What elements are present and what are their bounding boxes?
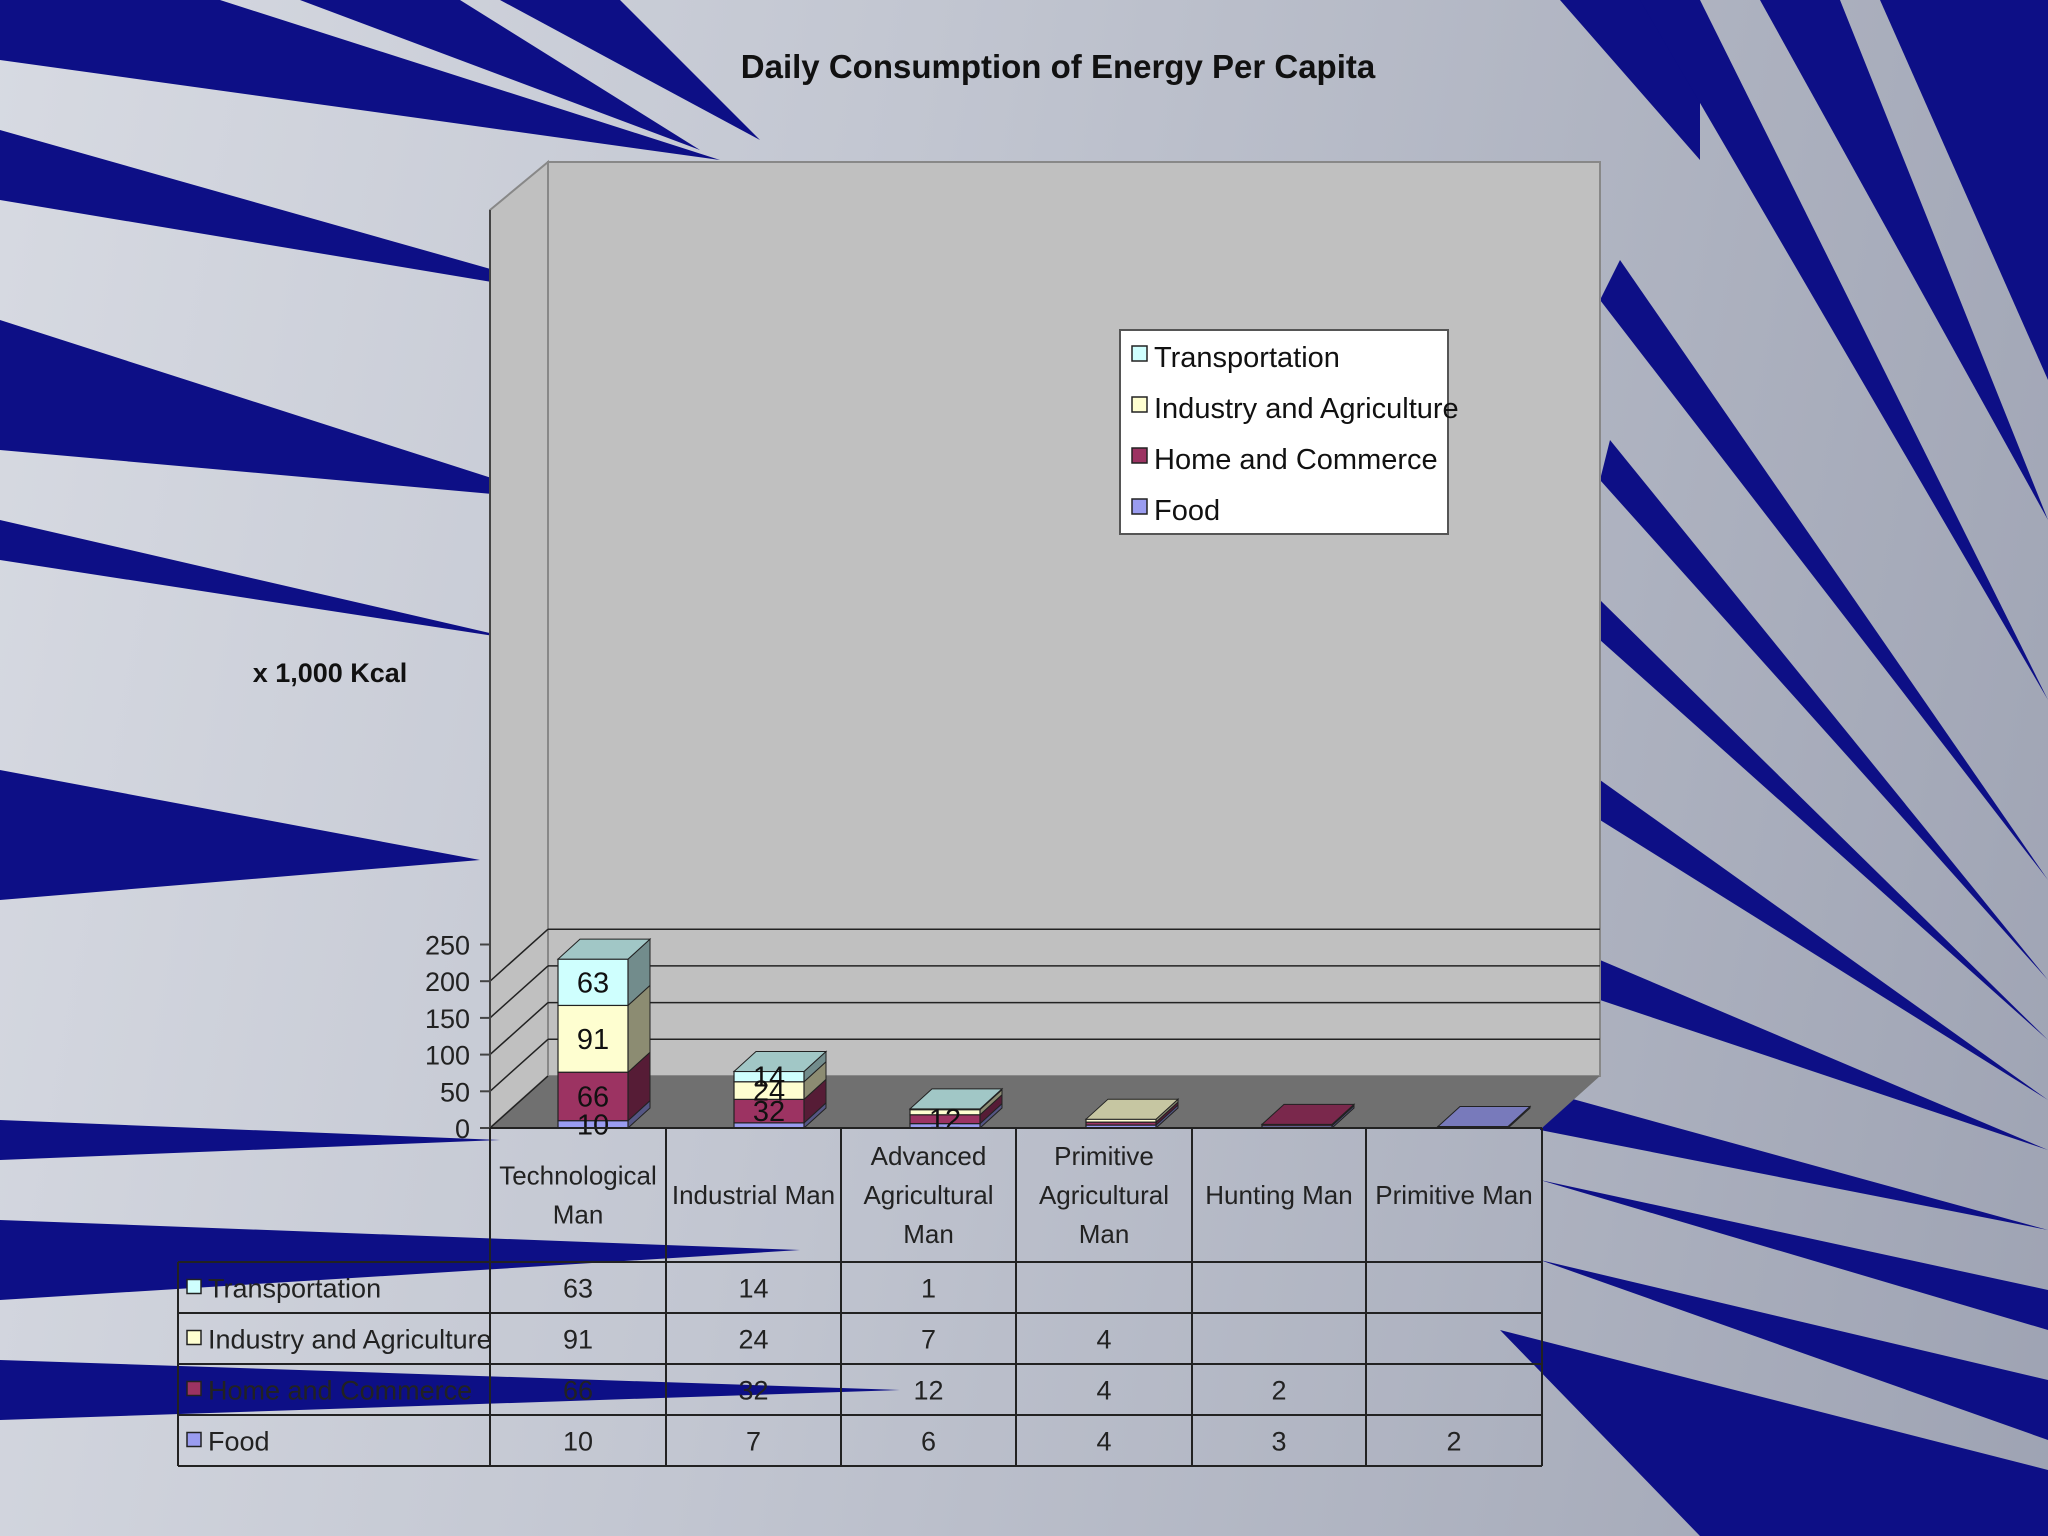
table-cell: 24 [738, 1325, 768, 1355]
table-row-label: Home and Commerce [208, 1376, 472, 1406]
table-row-swatch [186, 1278, 202, 1295]
data-label: 14 [753, 1062, 785, 1094]
bar-segment [556, 938, 652, 1007]
category-label: Advanced Agricultural Man [863, 1141, 993, 1249]
table-cell: 2 [1271, 1376, 1286, 1406]
category-label: Industrial Man [672, 1180, 835, 1210]
legend-entry: Transportation [1131, 342, 1340, 374]
data-label: 91 [577, 1024, 609, 1056]
legend-swatch [1131, 396, 1148, 413]
category-label: Primitive Agricultural Man [1039, 1141, 1169, 1249]
table-row-label: Transportation [208, 1274, 381, 1304]
gridlines [489, 928, 1600, 1129]
y-axis-label: x 1,000 Kcal [253, 658, 408, 688]
legend-box [1119, 329, 1449, 535]
table-row-label: Industry and Agriculture [208, 1325, 492, 1355]
table-row: Transportation 63 14 1 [186, 1274, 936, 1304]
gridline-side [489, 965, 549, 1019]
table-row-swatch [186, 1431, 202, 1448]
table-row: Home and Commerce 66 32 12 4 2 [186, 1376, 1287, 1406]
table-row-swatch [186, 1329, 202, 1346]
gridline-side [489, 1075, 549, 1129]
chart-title: Daily Consumption of Energy Per Capita [741, 48, 1376, 85]
data-label: 24 [753, 1076, 785, 1108]
legend-label: Transportation [1154, 342, 1340, 374]
table-cell: 2 [1446, 1427, 1461, 1457]
category-label: Primitive Man [1375, 1180, 1532, 1210]
table-cell: 91 [563, 1325, 593, 1355]
gridline-side [489, 1002, 549, 1056]
table-cell: 66 [563, 1376, 593, 1406]
gridline-side [489, 1038, 549, 1092]
legend-entry: Food [1131, 495, 1220, 527]
data-label: 12 [929, 1104, 961, 1136]
legend-label: Home and Commerce [1154, 444, 1438, 476]
table-cell: 7 [746, 1427, 761, 1457]
legend: Transportation Industry and Agriculture Ho… [1119, 329, 1459, 535]
legend-label: Food [1154, 495, 1220, 527]
data-label: 66 [577, 1081, 609, 1113]
legend-label: Industry and Agriculture [1154, 393, 1459, 425]
y-tick-label: 50 [440, 1077, 470, 1107]
table-cell: 12 [913, 1376, 943, 1406]
bar-segment [1260, 1103, 1356, 1127]
table-cell: 7 [921, 1325, 936, 1355]
table-cell: 1 [921, 1274, 936, 1304]
legend-swatch [1131, 345, 1148, 362]
table-row: Food 10 7 6 4 3 2 [186, 1427, 1462, 1457]
table-cell: 4 [1096, 1427, 1111, 1457]
table-row: Industry and Agriculture 91 24 7 4 [186, 1325, 1112, 1355]
y-tick-label: 250 [425, 931, 470, 961]
table-cell: 4 [1096, 1376, 1111, 1406]
plot-back-wall [547, 161, 1601, 1077]
data-label: 63 [577, 967, 609, 999]
table-cell: 4 [1096, 1325, 1111, 1355]
bar-segment [733, 1078, 827, 1124]
data-label: 10 [577, 1109, 609, 1141]
table-cell: 10 [563, 1427, 593, 1457]
legend-swatch [1131, 447, 1148, 464]
bar-segment [732, 1050, 828, 1083]
gridline-side [489, 928, 549, 982]
y-axis: 0 50 100 150 200 250 [425, 210, 491, 1144]
table-cell: 6 [921, 1427, 936, 1457]
legend-swatch [1131, 498, 1148, 515]
y-tick-label: 150 [425, 1004, 470, 1034]
legend-entry: Home and Commerce [1131, 444, 1438, 476]
bars [556, 938, 1532, 1130]
plot-side-wall [489, 159, 549, 1131]
data-table: Technological Man Industrial Man Advanced Ag… [177, 1127, 1543, 1467]
table-cell: 14 [738, 1274, 768, 1304]
y-tick-label: 200 [425, 967, 470, 997]
category-label: Hunting Man [1205, 1180, 1352, 1210]
data-label: 32 [753, 1096, 785, 1128]
table-cell: 63 [563, 1274, 593, 1304]
table-cell: 32 [738, 1376, 768, 1406]
table-row-label: Food [208, 1427, 270, 1457]
table-row-swatch [186, 1380, 202, 1397]
category-label: Technological Man [499, 1161, 657, 1230]
plot-floor [490, 1076, 1600, 1128]
bar-segment [557, 984, 651, 1074]
y-tick-label: 0 [455, 1114, 470, 1144]
legend-entry: Industry and Agriculture [1131, 393, 1459, 425]
table-cell: 3 [1271, 1427, 1286, 1457]
bar-segment [1084, 1098, 1180, 1124]
bar-segment [908, 1087, 1004, 1111]
y-tick-label: 100 [425, 1041, 470, 1071]
